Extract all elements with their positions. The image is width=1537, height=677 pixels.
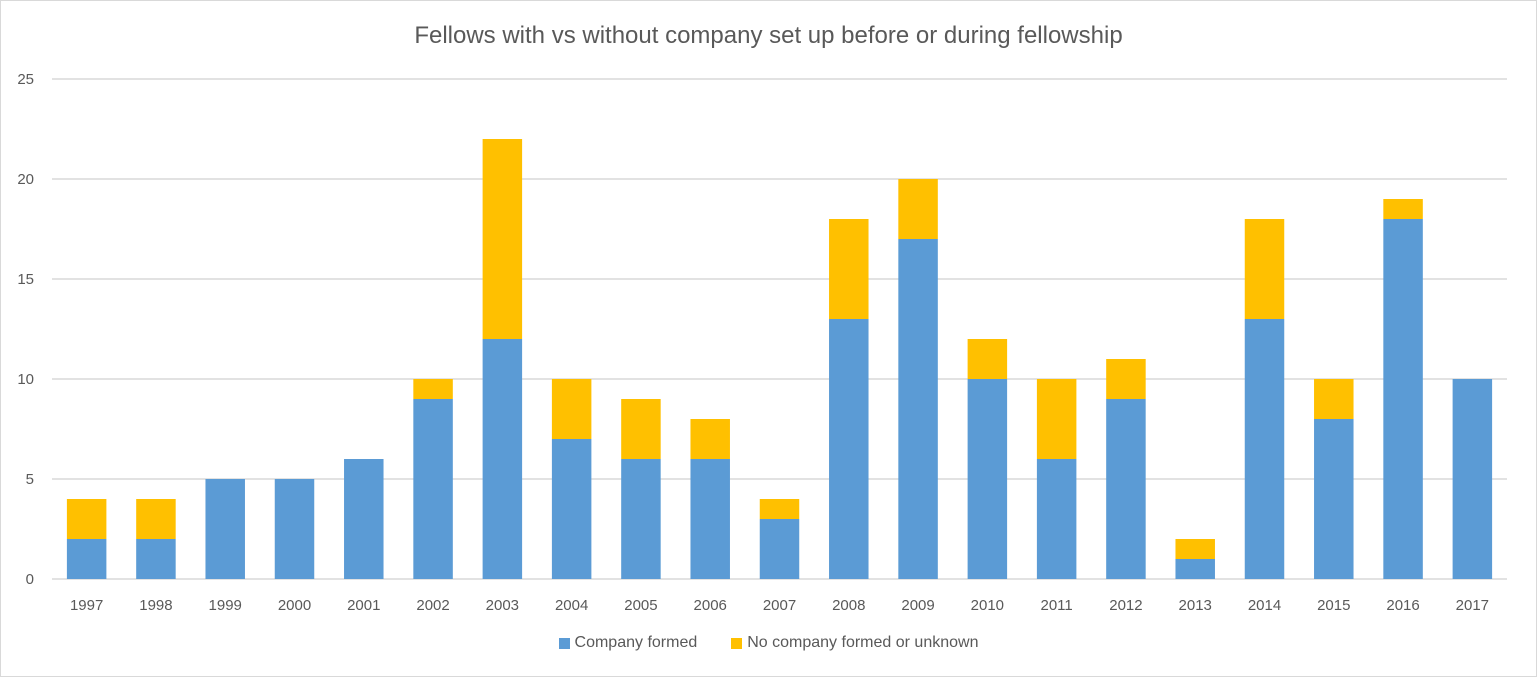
y-tick-label: 0 [26,571,34,588]
bar-no-company-2003 [482,139,523,339]
bar-company-formed-2004 [551,439,592,579]
bar-company-formed-2008 [829,319,869,579]
bar-company-formed-2017 [1452,379,1493,579]
legend-label-company-formed: Company formed [574,634,698,651]
y-tick-label: 25 [17,71,34,88]
bar-no-company-2006 [690,419,730,459]
bar-company-formed-2014 [1244,319,1285,579]
bar-company-formed-2011 [1036,459,1077,579]
bar-company-formed-2006 [690,459,730,579]
x-tick-label: 1998 [139,597,172,614]
bar-company-formed-2002 [413,399,453,579]
x-tick-label: 2012 [1109,597,1142,614]
x-tick-label: 2005 [624,597,657,614]
x-tick-label: 2016 [1386,597,1419,614]
x-tick-label: 2011 [1041,597,1073,614]
bar-company-formed-2010 [967,379,1008,579]
bar-no-company-2012 [1106,359,1146,399]
bar-company-formed-2015 [1314,419,1354,579]
x-tick-label: 2004 [555,597,588,614]
bar-no-company-2014 [1244,219,1285,319]
x-tick-label: 2000 [278,597,311,614]
x-tick-label: 2009 [901,597,934,614]
y-tick-label: 20 [17,171,34,188]
bar-company-formed-2007 [759,519,800,579]
bar-no-company-2009 [898,179,938,239]
legend-swatch-company-formed [558,637,570,649]
bar-no-company-1998 [136,499,176,539]
bar-no-company-2013 [1175,539,1215,559]
bar-company-formed-2016 [1383,219,1423,579]
x-tick-label: 2015 [1317,597,1350,614]
x-tick-label: 2006 [694,597,727,614]
bar-no-company-2007 [759,499,800,519]
bar-no-company-2011 [1036,379,1077,459]
y-tick-label: 15 [17,271,34,288]
bar-company-formed-1997 [66,539,107,579]
x-tick-label: 1999 [209,597,242,614]
x-tick-label: 1997 [70,597,103,614]
chart-title: Fellows with vs without company set up b… [414,22,1123,49]
bar-no-company-2005 [621,399,661,459]
x-tick-label: 2002 [416,597,449,614]
x-tick-label: 2007 [763,597,796,614]
bar-no-company-2016 [1383,199,1423,219]
bar-company-formed-2005 [621,459,661,579]
x-tick-label: 2010 [971,597,1004,614]
legend-swatch-no-company [731,637,743,649]
chart-legend: Company formed No company formed or unkn… [0,634,1537,652]
bar-company-formed-2013 [1175,559,1215,579]
legend-item-no-company: No company formed or unknown [731,634,978,652]
y-tick-label: 10 [17,371,34,388]
x-tick-label: 2014 [1248,597,1281,614]
bar-no-company-1997 [66,499,107,539]
legend-label-no-company: No company formed or unknown [747,634,979,651]
legend-item-company-formed: Company formed [558,634,698,652]
x-tick-label: 2001 [347,597,380,614]
x-tick-label: 2013 [1179,597,1212,614]
bar-no-company-2002 [413,379,453,399]
bar-no-company-2008 [829,219,869,319]
bar-company-formed-2009 [898,239,938,579]
bar-no-company-2010 [967,339,1008,379]
bar-company-formed-1998 [136,539,176,579]
bar-company-formed-2001 [344,459,384,579]
x-tick-label: 2003 [486,597,519,614]
bar-company-formed-2000 [274,479,315,579]
bar-no-company-2015 [1314,379,1354,419]
bar-company-formed-1999 [205,479,245,579]
bar-no-company-2004 [551,379,592,439]
bar-company-formed-2003 [482,339,523,579]
x-tick-label: 2008 [832,597,865,614]
x-tick-label: 2017 [1456,597,1489,614]
y-tick-label: 5 [26,471,34,488]
bar-company-formed-2012 [1106,399,1146,579]
